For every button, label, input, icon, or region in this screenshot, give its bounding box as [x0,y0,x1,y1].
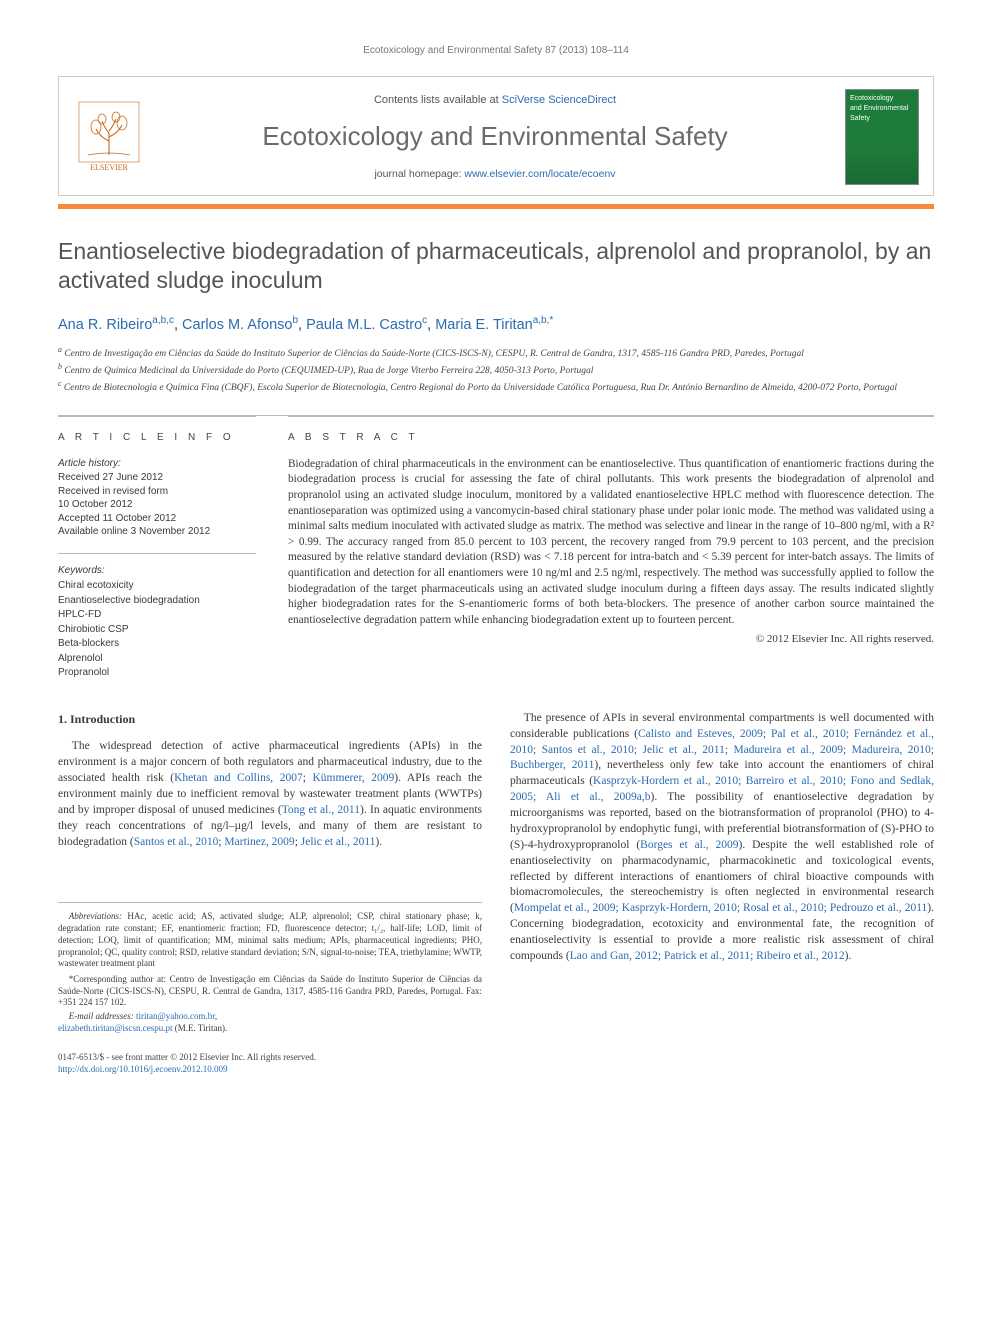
abstract-copyright: © 2012 Elsevier Inc. All rights reserved… [288,632,934,647]
abstract-column: A B S T R A C T Biodegradation of chiral… [288,416,934,681]
ref-santos[interactable]: Santos et al., 2010 [134,836,219,848]
doi-link[interactable]: http://dx.doi.org/10.1016/j.ecoenv.2012.… [58,1064,228,1074]
history-line-2: 10 October 2012 [58,498,256,512]
cover-thumb-box: Ecotoxicology and Environmental Safety [845,89,919,185]
author-1[interactable]: Ana R. Ribeiro [58,317,152,333]
author-3-aff: c [422,315,427,326]
article-info-sidebar: A R T I C L E I N F O Article history: R… [58,416,256,681]
cover-line-1: Ecotoxicology [850,94,914,104]
email-block: E-mail addresses: tiritan@yahoo.com.br, … [58,1011,482,1034]
ref-khetan[interactable]: Khetan and Collins, 2007 [174,772,303,784]
intro-p1: The widespread detection of active pharm… [58,739,482,850]
body-column-left: 1. Introduction The widespread detection… [58,711,482,1034]
ref-borges[interactable]: Borges et al., 2009 [640,839,738,851]
correspondence-block: *Corresponding author at: Centro de Inve… [58,974,482,1009]
homepage-line: journal homepage: www.elsevier.com/locat… [163,167,827,182]
authors-line: Ana R. Ribeiroa,b,c, Carlos M. Afonsob, … [58,314,934,335]
cover-line-2: and Environmental [850,104,914,114]
affiliations: a Centro de Investigação em Ciências da … [58,345,934,395]
keyword-4: Beta-blockers [58,637,256,652]
keyword-6: Propranolol [58,666,256,681]
abstract-text: Biodegradation of chiral pharmaceuticals… [288,457,934,628]
abstract-label: A B S T R A C T [288,431,934,445]
journal-cover-icon: Ecotoxicology and Environmental Safety [845,89,919,185]
journal-title: Ecotoxicology and Environmental Safety [163,118,827,154]
article-history: Article history: Received 27 June 2012 R… [58,457,256,539]
intro-p2: The presence of APIs in several environm… [510,711,934,965]
page-footer: 0147-6513/$ - see front matter © 2012 El… [58,1052,934,1075]
footer-copyright: 0147-6513/$ - see front matter © 2012 El… [58,1052,934,1064]
author-2-aff: b [292,315,298,326]
elsevier-tree-icon: ELSEVIER [78,101,140,173]
affiliation-c: c Centro de Biotecnologia e Química Fina… [58,379,934,395]
ref-group-5[interactable]: Lao and Gan, 2012; Patrick et al., 2011;… [570,950,845,962]
author-3[interactable]: Paula M.L. Castro [306,317,422,333]
abbreviations-block: Abbreviations: HAc, acetic acid; AS, act… [58,902,482,969]
history-head: Article history: [58,457,256,471]
abbrev-text: HAc, acetic acid; AS, activated sludge; … [58,911,482,968]
intro-heading: 1. Introduction [58,711,482,728]
history-line-3: Accepted 11 October 2012 [58,512,256,526]
ref-group-4[interactable]: Mompelat et al., 2009; Kasprzyk-Hordern,… [514,902,927,914]
cover-line-3: Safety [850,114,914,124]
keyword-5: Alprenolol [58,652,256,667]
contents-line: Contents lists available at SciVerse Sci… [163,93,827,108]
keyword-1: Enantioselective biodegradation [58,594,256,609]
keyword-2: HPLC-FD [58,608,256,623]
svg-text:ELSEVIER: ELSEVIER [90,163,128,172]
history-line-4: Available online 3 November 2012 [58,525,256,539]
history-line-1: Received in revised form [58,485,256,499]
footer-doi: http://dx.doi.org/10.1016/j.ecoenv.2012.… [58,1064,934,1076]
history-line-0: Received 27 June 2012 [58,471,256,485]
keywords-head: Keywords: [58,564,256,579]
article-info-label: A R T I C L E I N F O [58,431,256,445]
affiliation-a: a Centro de Investigação em Ciências da … [58,345,934,361]
publisher-logo-box: ELSEVIER [73,96,145,178]
author-1-aff: a,b,c [152,315,174,326]
email-head: E-mail addresses: [69,1011,136,1021]
ref-kummerer[interactable]: Kümmerer, 2009 [313,772,395,784]
keywords-block: Keywords: Chiral ecotoxicity Enantiosele… [58,553,256,681]
running-head: Ecotoxicology and Environmental Safety 8… [58,44,934,58]
orange-divider [58,204,934,209]
keyword-0: Chiral ecotoxicity [58,579,256,594]
abbrev-head: Abbreviations: [69,911,122,921]
ref-jelic[interactable]: Jelic et al., 2011 [301,836,376,848]
article-title: Enantioselective biodegradation of pharm… [58,237,934,296]
author-2[interactable]: Carlos M. Afonso [182,317,292,333]
author-4-aff: a,b,* [533,315,554,326]
ref-tong[interactable]: Tong et al., 2011 [282,804,360,816]
homepage-label: journal homepage: [374,168,464,180]
keyword-3: Chirobiotic CSP [58,623,256,638]
body-column-right: The presence of APIs in several environm… [510,711,934,1034]
author-4[interactable]: Maria E. Tiritan [435,317,533,333]
affiliation-b: b Centro de Química Medicinal da Univers… [58,362,934,378]
email-1[interactable]: tiritan@yahoo.com.br [136,1011,215,1021]
email-2[interactable]: elizabeth.tiritan@iscsn.cespu.pt [58,1023,173,1033]
masthead: ELSEVIER Contents lists available at Sci… [58,76,934,196]
homepage-link[interactable]: www.elsevier.com/locate/ecoenv [464,168,615,180]
ref-martinez[interactable]: Martinez, 2009 [224,836,294,848]
contents-text: Contents lists available at [374,94,502,106]
sciencedirect-link[interactable]: SciVerse ScienceDirect [502,94,616,106]
